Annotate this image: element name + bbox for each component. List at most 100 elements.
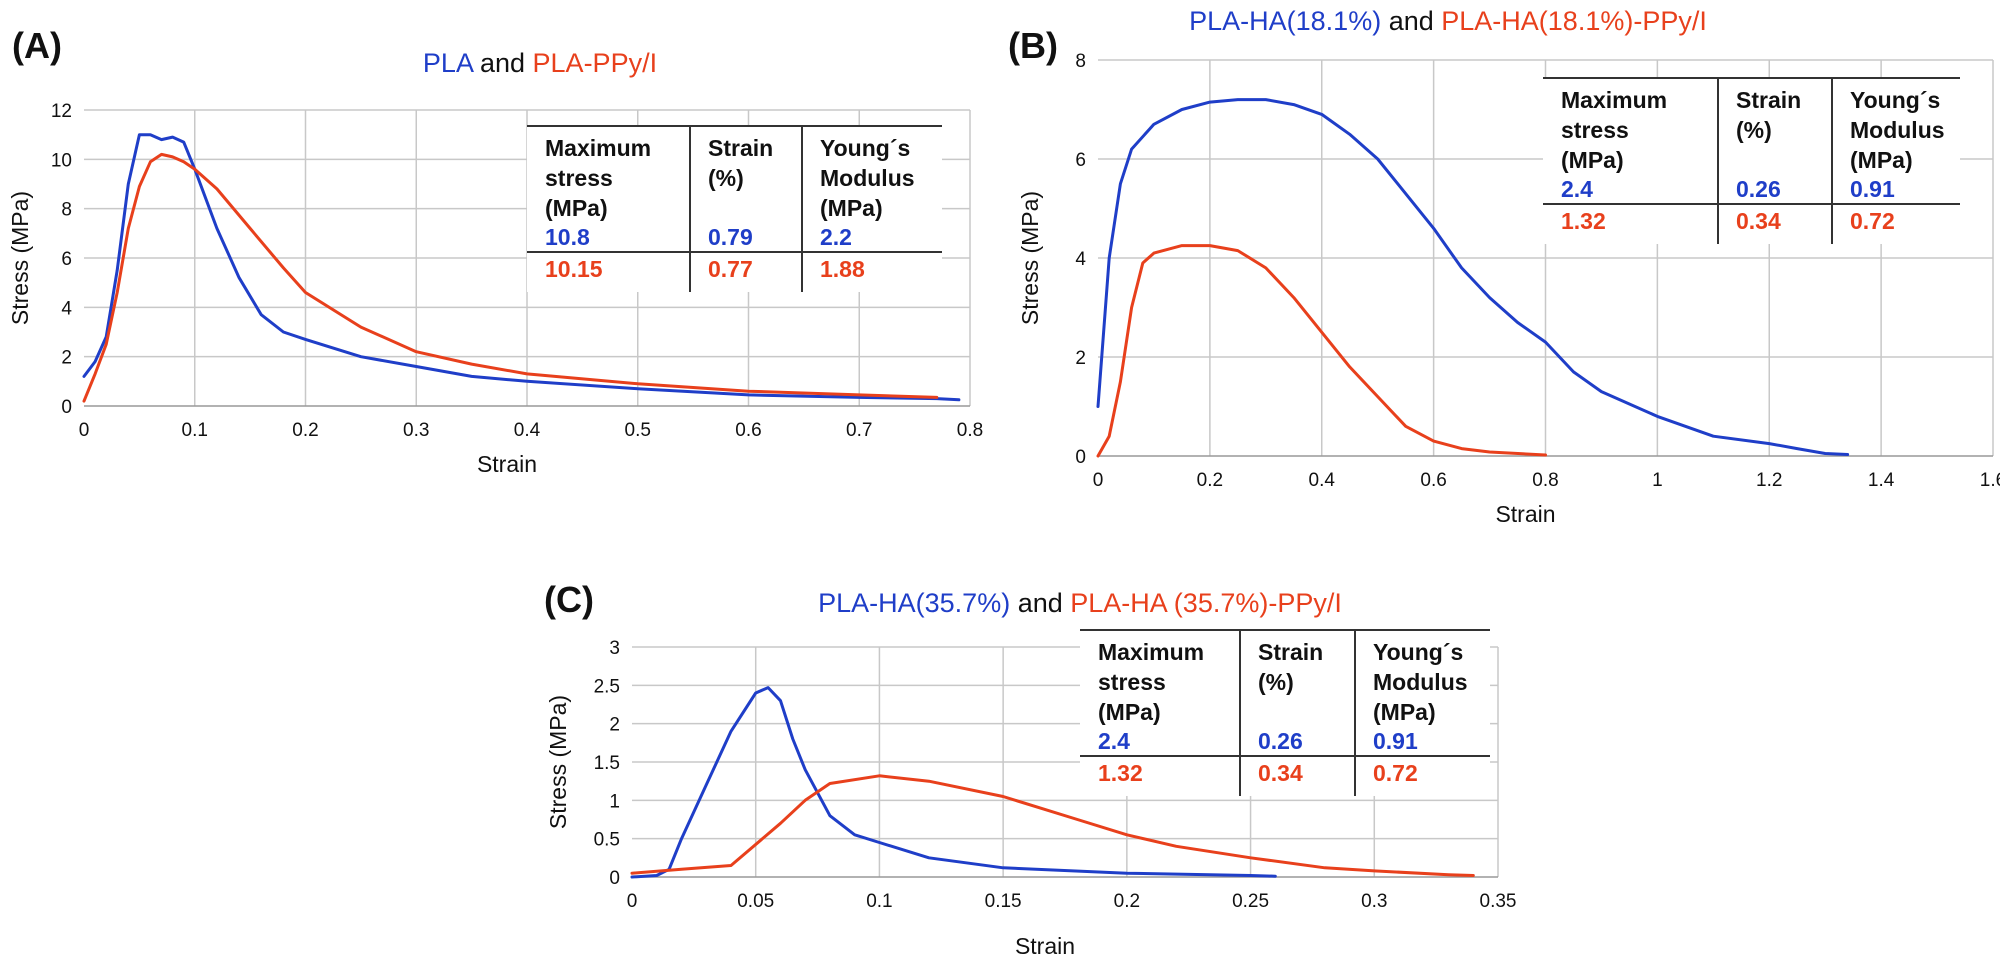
chart-title: PLA-HA(35.7%) and PLA-HA (35.7%)-PPy/I — [818, 588, 1342, 618]
table-value-cell: 0.26 — [1736, 176, 1781, 202]
chart-title-part: and — [472, 48, 532, 78]
y-tick-label: 2 — [609, 715, 620, 736]
table-header-cell: stress — [545, 165, 613, 191]
table-value-cell: 0.34 — [1258, 760, 1303, 786]
table-header-cell: (MPa) — [1373, 699, 1436, 725]
series-line-red — [82, 152, 939, 403]
table-header-cell: Strain — [1736, 87, 1801, 113]
table-header-cell: (MPa) — [1561, 147, 1624, 173]
x-tick-label: 0.3 — [1361, 891, 1387, 912]
x-tick-label: 1.6 — [1980, 470, 2000, 491]
x-tick-label: 0.4 — [1309, 470, 1336, 491]
panel-label: (A) — [12, 25, 62, 66]
table-header-cell: Maximum — [1098, 639, 1204, 665]
y-tick-label: 2.5 — [594, 676, 620, 697]
y-tick-label: 2 — [61, 348, 72, 369]
table-background — [1543, 78, 1960, 244]
chart-title-part: PLA-HA(18.1%)-PPy/I — [1441, 6, 1707, 36]
y-tick-label: 0 — [61, 397, 72, 418]
table-header-cell: Modulus — [820, 165, 915, 191]
table-header-cell: Maximum — [1561, 87, 1667, 113]
y-tick-label: 1 — [609, 791, 620, 812]
table-value-cell: 0.34 — [1736, 208, 1781, 234]
table-header-cell: (%) — [1736, 117, 1772, 143]
chart-title-part: PLA-HA (35.7%)-PPy/I — [1070, 588, 1342, 618]
y-tick-label: 8 — [61, 200, 72, 221]
table-value-cell: 10.8 — [545, 224, 590, 250]
y-tick-label: 4 — [61, 298, 72, 319]
x-tick-label: 0 — [1093, 470, 1104, 491]
x-tick-label: 0.6 — [735, 420, 761, 441]
chart-title: PLA-HA(18.1%) and PLA-HA(18.1%)-PPy/I — [1189, 6, 1707, 36]
table-value-cell: 10.15 — [545, 256, 603, 282]
table-header-cell: Maximum — [545, 135, 651, 161]
table-header-cell: stress — [1561, 117, 1629, 143]
x-tick-label: 1.2 — [1756, 470, 1782, 491]
x-tick-label: 0.35 — [1480, 891, 1517, 912]
x-tick-label: 0 — [627, 891, 638, 912]
table-header-cell: (MPa) — [820, 195, 883, 221]
x-tick-label: 0.2 — [1114, 891, 1140, 912]
chart-title-part: and — [1010, 588, 1070, 618]
y-tick-label: 3 — [609, 638, 620, 659]
table-background — [527, 126, 942, 292]
table-header-cell: Strain — [708, 135, 773, 161]
x-tick-label: 0.6 — [1420, 470, 1446, 491]
y-tick-label: 0 — [1075, 447, 1086, 468]
table-header-cell: Modulus — [1850, 117, 1945, 143]
table-value-cell: 2.4 — [1561, 176, 1593, 202]
y-axis-label: Stress (MPa) — [545, 695, 571, 829]
x-tick-label: 0.1 — [182, 420, 208, 441]
chart-title-part: PLA-PPy/I — [533, 48, 658, 78]
series-line-blue — [1096, 98, 1850, 456]
chart-title-part: PLA — [423, 48, 474, 78]
table-value-cell: 0.91 — [1373, 728, 1418, 754]
table-value-cell: 0.26 — [1258, 728, 1303, 754]
table-header-cell: Young´s — [820, 135, 910, 161]
table-value-cell: 1.32 — [1561, 208, 1606, 234]
x-tick-label: 0.2 — [292, 420, 318, 441]
table-header-cell: Young´s — [1373, 639, 1463, 665]
table-header-cell: (MPa) — [1098, 699, 1161, 725]
x-tick-label: 0.7 — [846, 420, 872, 441]
table-value-cell: 0.72 — [1373, 760, 1418, 786]
x-tick-label: 1.4 — [1868, 470, 1895, 491]
x-tick-label: 0.8 — [1532, 470, 1558, 491]
x-axis-label: Strain — [477, 451, 537, 477]
panel-label: (C) — [544, 579, 594, 620]
x-tick-label: 0.05 — [737, 891, 774, 912]
table-header-cell: stress — [1098, 669, 1166, 695]
x-axis-label: Strain — [1495, 501, 1555, 527]
table-value-cell: 0.72 — [1850, 208, 1895, 234]
panel-label: (B) — [1008, 25, 1058, 66]
table-header-cell: Strain — [1258, 639, 1323, 665]
y-tick-label: 4 — [1075, 249, 1086, 270]
chart-title-part: PLA-HA(35.7%) — [818, 588, 1010, 618]
table-background — [1080, 630, 1490, 796]
x-tick-label: 0.3 — [403, 420, 429, 441]
table-header-cell: (%) — [1258, 669, 1294, 695]
x-tick-label: 0 — [79, 420, 90, 441]
y-tick-label: 12 — [51, 101, 72, 122]
chart-title-part: and — [1381, 6, 1441, 36]
table-value-cell: 1.88 — [820, 256, 865, 282]
table-header-cell: Young´s — [1850, 87, 1940, 113]
y-tick-label: 1.5 — [594, 753, 620, 774]
x-axis-label: Strain — [1015, 933, 1075, 959]
y-tick-label: 0 — [609, 868, 620, 889]
x-tick-label: 0.15 — [985, 891, 1022, 912]
y-tick-label: 0.5 — [594, 830, 620, 851]
y-axis-label: Stress (MPa) — [1017, 191, 1043, 325]
chart-panel-2: (B) PLA-HA(18.1%) and PLA-HA(18.1%)-PPy/I… — [1008, 6, 2000, 527]
x-tick-label: 0.1 — [866, 891, 892, 912]
table-header-cell: (MPa) — [1850, 147, 1913, 173]
y-tick-label: 2 — [1075, 348, 1086, 369]
chart-panel-1: (A) PLA and PLA-PPy/I 0 2 4 6 8 10 12 0 0.1 0.2 0.3 0… — [7, 25, 983, 477]
chart-title-part: PLA-HA(18.1%) — [1189, 6, 1381, 36]
y-axis-label: Stress (MPa) — [7, 191, 33, 325]
table-value-cell: 0.79 — [708, 224, 753, 250]
table-value-cell: 1.32 — [1098, 760, 1143, 786]
y-tick-label: 6 — [61, 249, 72, 270]
y-tick-label: 8 — [1075, 51, 1086, 72]
x-tick-label: 0.5 — [625, 420, 651, 441]
